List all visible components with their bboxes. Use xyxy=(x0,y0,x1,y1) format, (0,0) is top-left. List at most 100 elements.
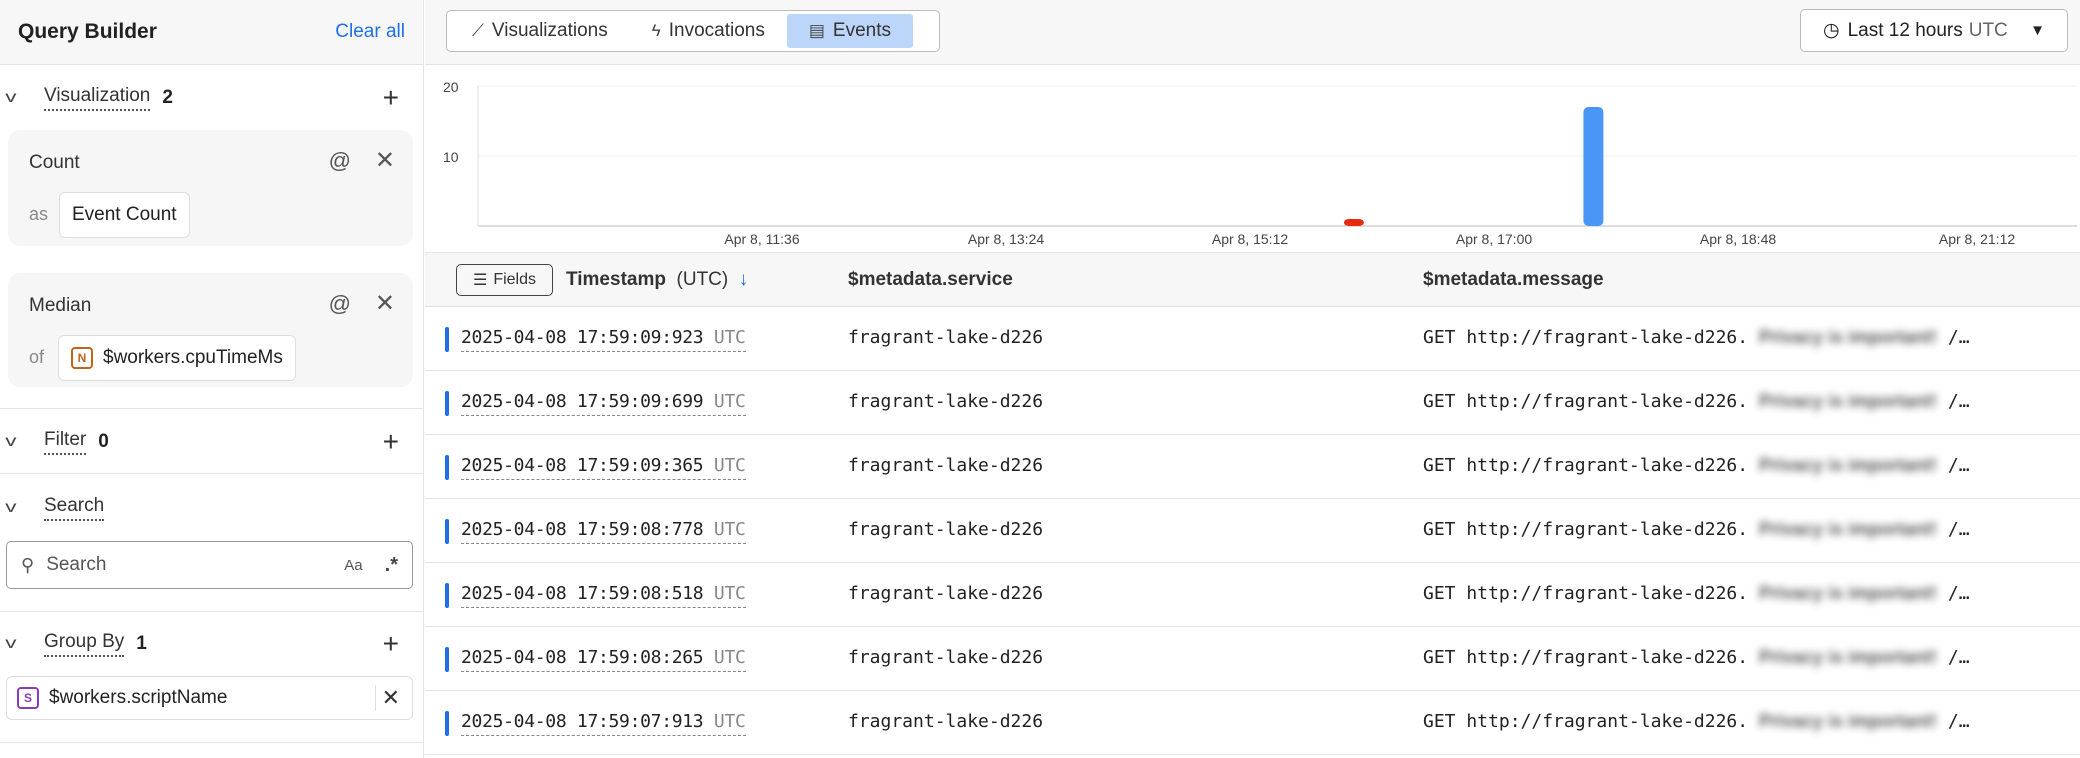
level-indicator xyxy=(445,647,449,672)
field-select[interactable]: N $workers.cpuTimeMs xyxy=(58,335,296,381)
level-indicator xyxy=(445,391,449,416)
timestamp-value: 2025-04-08 17:59:09:923 xyxy=(461,327,704,348)
service-cell: fragrant-lake-d226 xyxy=(848,519,1044,540)
bolt-icon: ϟ xyxy=(651,21,661,40)
message-ellipsis: /… xyxy=(1947,455,1970,476)
card-prefix: of xyxy=(29,347,45,367)
field-name: $workers.cpuTimeMs xyxy=(103,347,283,368)
tab-label: Visualizations xyxy=(491,20,608,41)
search-label: Search xyxy=(44,495,105,521)
timestamp-cell[interactable]: 2025-04-08 17:59:08:778 UTC xyxy=(461,519,746,544)
x-tick-label: Apr 8, 17:00 xyxy=(1456,231,1532,247)
redacted-text: Privacy is important! xyxy=(1758,391,1938,411)
group-by-field-name: $workers.scriptName xyxy=(49,687,228,708)
timestamp-tz: UTC xyxy=(713,647,746,668)
divider xyxy=(0,742,423,743)
redacted-text: Privacy is important! xyxy=(1758,519,1938,539)
chevron-down-icon[interactable]: v xyxy=(5,499,17,516)
close-icon[interactable]: ✕ xyxy=(374,290,395,317)
column-label: Timestamp xyxy=(566,269,666,290)
search-section-header[interactable]: v Search xyxy=(0,494,423,522)
timestamp-tz: UTC xyxy=(713,711,746,732)
group-by-section-header[interactable]: v Group By 1 + xyxy=(0,628,423,659)
timestamp-value: 2025-04-08 17:59:09:365 xyxy=(461,455,704,476)
group-by-field[interactable]: S $workers.scriptName ✕ xyxy=(6,676,413,720)
service-cell: fragrant-lake-d226 xyxy=(848,391,1044,412)
level-indicator xyxy=(445,711,449,736)
table-row[interactable]: 2025-04-08 17:59:09:365 UTC fragrant-lak… xyxy=(425,435,2080,499)
visualization-section-header[interactable]: v Visualization 2 + xyxy=(0,82,423,113)
message-ellipsis: /… xyxy=(1947,711,1970,732)
timestamp-cell[interactable]: 2025-04-08 17:59:09:365 UTC xyxy=(461,455,746,480)
divider xyxy=(0,473,423,474)
level-indicator xyxy=(445,455,449,480)
fields-button[interactable]: ☰ Fields xyxy=(456,264,553,296)
table-row[interactable]: 2025-04-08 17:59:08:518 UTC fragrant-lak… xyxy=(425,563,2080,627)
message-text: GET http://fragrant-lake-d226. xyxy=(1423,455,1749,476)
timestamp-cell[interactable]: 2025-04-08 17:59:09:923 UTC xyxy=(461,327,746,352)
add-filter-button[interactable]: + xyxy=(382,426,399,457)
redacted-text: Privacy is important! xyxy=(1758,647,1938,667)
filter-section-header[interactable]: v Filter 0 + xyxy=(0,426,423,457)
message-cell: GET http://fragrant-lake-d226. Privacy i… xyxy=(1423,647,1970,668)
table-row[interactable]: 2025-04-08 17:59:07:913 UTC fragrant-lak… xyxy=(425,691,2080,755)
tab-label: Events xyxy=(832,20,892,41)
timestamp-value: 2025-04-08 17:59:08:265 xyxy=(461,647,704,668)
visualization-card-count: Count @ ✕ as Event Count xyxy=(8,130,413,246)
y-tick-label: 20 xyxy=(443,79,459,95)
table-row[interactable]: 2025-04-08 17:59:08:265 UTC fragrant-lak… xyxy=(425,627,2080,691)
alias-input[interactable]: Event Count xyxy=(59,192,190,238)
sort-down-arrow-icon[interactable]: ↓ xyxy=(738,269,749,290)
timestamp-tz: UTC xyxy=(713,455,746,476)
add-visualization-button[interactable]: + xyxy=(382,82,399,113)
add-group-by-button[interactable]: + xyxy=(382,628,399,659)
column-message[interactable]: $metadata.message xyxy=(1423,269,1604,290)
column-timestamp[interactable]: Timestamp (UTC) ↓ xyxy=(566,269,748,291)
time-range-tz: UTC xyxy=(1968,19,2008,41)
table-row[interactable]: 2025-04-08 17:59:08:778 UTC fragrant-lak… xyxy=(425,499,2080,563)
close-icon[interactable]: ✕ xyxy=(374,147,395,174)
time-range-label: Last 12 hours xyxy=(1847,19,1963,41)
x-tick-label: Apr 8, 15:12 xyxy=(1212,231,1288,247)
redacted-text: Privacy is important! xyxy=(1758,327,1938,347)
alias-at-icon[interactable]: @ xyxy=(328,291,351,316)
card-title: Median xyxy=(29,295,92,316)
search-input[interactable]: ⚲ Search Aa .* xyxy=(6,541,413,589)
regex-toggle[interactable]: .* xyxy=(384,553,398,576)
card-title: Count xyxy=(29,152,80,173)
tab-visualizations[interactable]: ⟋ Visualizations xyxy=(450,14,630,48)
message-text: GET http://fragrant-lake-d226. xyxy=(1423,327,1749,348)
remove-group-by-button[interactable]: ✕ xyxy=(374,685,400,711)
chevron-down-icon[interactable]: v xyxy=(5,433,17,450)
tab-invocations[interactable]: ϟ Invocations xyxy=(630,14,787,48)
message-ellipsis: /… xyxy=(1947,647,1970,668)
divider xyxy=(0,611,423,612)
table-row[interactable]: 2025-04-08 17:59:09:923 UTC fragrant-lak… xyxy=(425,307,2080,371)
column-service[interactable]: $metadata.service xyxy=(848,269,1013,290)
timestamp-cell[interactable]: 2025-04-08 17:59:08:518 UTC xyxy=(461,583,746,608)
main-header: ⟋ Visualizations ϟ Invocations ▤ Events ◷ L… xyxy=(425,0,2080,65)
redacted-text: Privacy is important! xyxy=(1758,711,1938,731)
match-case-toggle[interactable]: Aa xyxy=(344,556,363,574)
x-tick-label: Apr 8, 18:48 xyxy=(1700,231,1776,247)
sidebar-header: Query Builder Clear all xyxy=(0,0,423,65)
message-ellipsis: /… xyxy=(1947,391,1970,412)
message-text: GET http://fragrant-lake-d226. xyxy=(1423,519,1749,540)
level-indicator xyxy=(445,583,449,608)
tab-events[interactable]: ▤ Events xyxy=(786,14,914,48)
timestamp-cell[interactable]: 2025-04-08 17:59:09:699 UTC xyxy=(461,391,746,416)
message-ellipsis: /… xyxy=(1947,583,1970,604)
message-cell: GET http://fragrant-lake-d226. Privacy i… xyxy=(1423,327,1970,348)
chevron-down-icon[interactable]: v xyxy=(5,635,17,652)
time-range-select[interactable]: ◷ Last 12 hours UTC ▼ xyxy=(1800,9,2068,52)
alias-at-icon[interactable]: @ xyxy=(328,148,351,173)
chevron-down-icon[interactable]: v xyxy=(5,89,17,106)
timestamp-cell[interactable]: 2025-04-08 17:59:07:913 UTC xyxy=(461,711,746,736)
table-row[interactable]: 2025-04-08 17:59:09:699 UTC fragrant-lak… xyxy=(425,371,2080,435)
fields-label: Fields xyxy=(493,271,537,288)
timestamp-cell[interactable]: 2025-04-08 17:59:08:265 UTC xyxy=(461,647,746,672)
column-tz: (UTC) xyxy=(676,269,729,290)
clear-all-link[interactable]: Clear all xyxy=(335,21,405,42)
message-cell: GET http://fragrant-lake-d226. Privacy i… xyxy=(1423,455,1970,476)
redacted-text: Privacy is important! xyxy=(1758,583,1938,603)
